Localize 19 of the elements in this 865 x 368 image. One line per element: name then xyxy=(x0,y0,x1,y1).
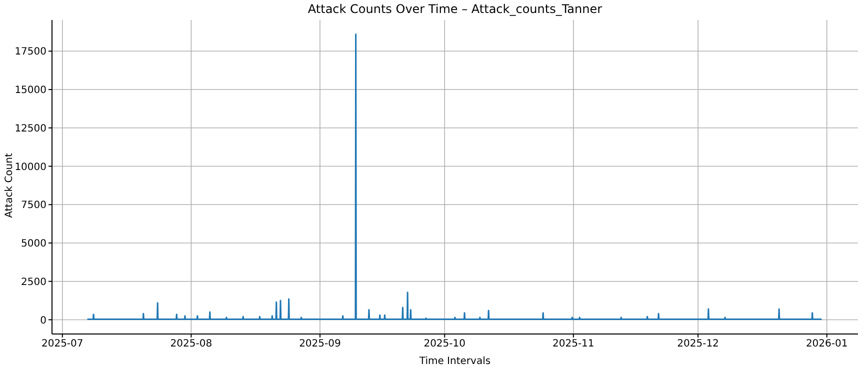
x-axis-title: Time Intervals xyxy=(418,356,491,367)
x-tick-label: 2025-12 xyxy=(677,338,719,350)
line-series xyxy=(86,34,822,320)
y-tick-label: 2500 xyxy=(21,276,46,288)
y-tick-label: 15000 xyxy=(14,85,46,96)
chart-title: Attack Counts Over Time – Attack_counts_Tanner xyxy=(306,2,604,16)
x-tick-label: 2025-11 xyxy=(552,338,594,350)
y-tick-label: 10000 xyxy=(14,162,46,173)
x-tick-label: 2025-09 xyxy=(299,338,341,350)
y-tick-label: 17500 xyxy=(14,46,46,58)
x-tick-label: 2025-07 xyxy=(41,338,84,350)
y-tick-label: 0 xyxy=(40,315,46,326)
x-tick-label: 2025-10 xyxy=(424,338,466,350)
x-tick-label: 2025-08 xyxy=(170,338,212,350)
y-tick-label: 12500 xyxy=(14,123,46,134)
y-axis-title: Attack Count xyxy=(4,152,14,218)
y-tick-label: 5000 xyxy=(21,238,46,250)
y-tick-label: 7500 xyxy=(21,200,46,212)
x-tick-label: 2026-01 xyxy=(806,338,848,350)
